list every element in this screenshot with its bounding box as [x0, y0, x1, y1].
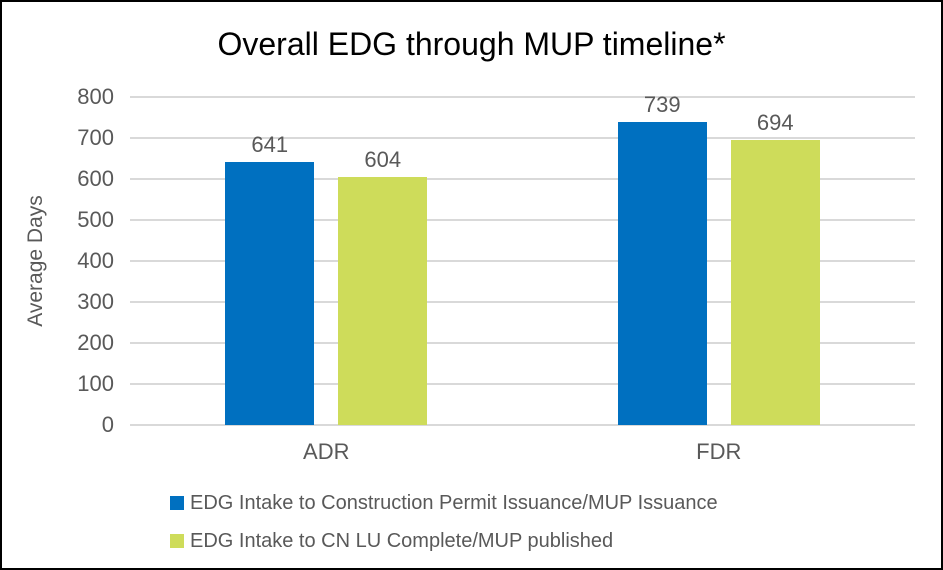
legend-item-series-1: EDG Intake to Construction Permit Issuan… — [170, 491, 718, 515]
bar-value-label-adr-series-2: 604 — [364, 147, 402, 173]
bar-fdr-series-1 — [617, 122, 707, 425]
gridline-y-500 — [130, 219, 915, 221]
legend-item-series-2: EDG Intake to CN LU Complete/MUP publish… — [170, 529, 718, 553]
y-tick-label-100: 100 — [77, 371, 114, 396]
gridline-y-0 — [130, 424, 915, 426]
legend-swatch-green-icon — [170, 534, 184, 548]
gridline-y-600 — [130, 178, 915, 180]
bar-value-label-adr-series-1: 641 — [251, 132, 289, 158]
gridline-y-100 — [130, 383, 915, 385]
gridline-y-300 — [130, 301, 915, 303]
gridline-y-700 — [130, 137, 915, 139]
gridline-y-200 — [130, 342, 915, 344]
bar-adr-series-2 — [338, 177, 428, 425]
x-category-label-fdr: FDR — [696, 439, 742, 464]
legend: EDG Intake to Construction Permit Issuan… — [170, 491, 718, 567]
legend-swatch-blue-icon — [170, 496, 184, 510]
bar-adr-series-1 — [225, 162, 315, 425]
y-tick-label-0: 0 — [101, 412, 114, 437]
y-tick-label-800: 800 — [77, 84, 114, 109]
legend-label-series-2: EDG Intake to CN LU Complete/MUP publish… — [190, 529, 614, 552]
y-tick-label-500: 500 — [77, 207, 114, 232]
gridline-y-400 — [130, 260, 915, 262]
bar-value-label-fdr-series-2: 694 — [756, 110, 794, 136]
y-tick-label-700: 700 — [77, 125, 114, 150]
y-tick-label-400: 400 — [77, 248, 114, 273]
x-category-label-adr: ADR — [303, 439, 350, 464]
gridline-y-800 — [130, 96, 915, 98]
bar-value-label-fdr-series-1: 739 — [643, 92, 681, 117]
y-tick-label-200: 200 — [77, 330, 114, 355]
chart-title: Overall EDG through MUP timeline* — [217, 26, 726, 62]
y-tick-label-600: 600 — [77, 166, 114, 191]
bar-fdr-series-2 — [730, 140, 820, 425]
legend-label-series-1: EDG Intake to Construction Permit Issuan… — [190, 491, 718, 514]
y-tick-label-300: 300 — [77, 289, 114, 314]
